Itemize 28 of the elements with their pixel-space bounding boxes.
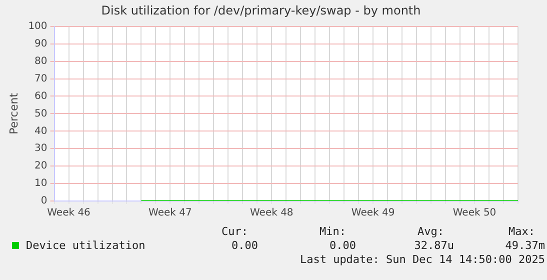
y-tick-label: 80 bbox=[34, 56, 48, 67]
text: Cur: bbox=[222, 225, 248, 238]
y-tick-label: 20 bbox=[34, 160, 48, 172]
y-tick-label: 50 bbox=[34, 108, 48, 120]
text: 0.00 bbox=[330, 239, 356, 252]
y-tick-label: 40 bbox=[34, 126, 48, 137]
x-tick-label: Week 50 bbox=[452, 208, 496, 219]
x-tick-label: Week 47 bbox=[148, 208, 192, 219]
y-tick-label: 70 bbox=[34, 73, 48, 84]
y-tick-label: 0 bbox=[40, 196, 48, 207]
text: 49.37m bbox=[505, 239, 545, 252]
y-axis-title: Percent bbox=[7, 92, 20, 134]
chart-title: Disk utilization for /dev/primary-key/swap - by month bbox=[101, 3, 421, 18]
text: 0.00 bbox=[232, 239, 258, 252]
x-tick-label: Week 49 bbox=[351, 208, 395, 219]
x-tick-label: Week 46 bbox=[47, 208, 90, 219]
y-tick-label: 100 bbox=[28, 20, 48, 32]
y-tick-label: 30 bbox=[34, 143, 48, 154]
text: Min: bbox=[320, 225, 346, 238]
legend-label: Device utilization bbox=[26, 239, 146, 252]
y-tick-label: 90 bbox=[34, 38, 48, 50]
y-tick-label: 10 bbox=[34, 178, 48, 190]
text: 32.87u bbox=[414, 239, 454, 252]
text: Last update: Sun Dec 14 14:50:00 2025 bbox=[300, 253, 545, 266]
text: Avg: bbox=[418, 225, 444, 238]
text: Max: bbox=[508, 225, 535, 238]
x-tick-label: Week 48 bbox=[250, 208, 294, 219]
y-tick-label: 60 bbox=[34, 90, 48, 102]
